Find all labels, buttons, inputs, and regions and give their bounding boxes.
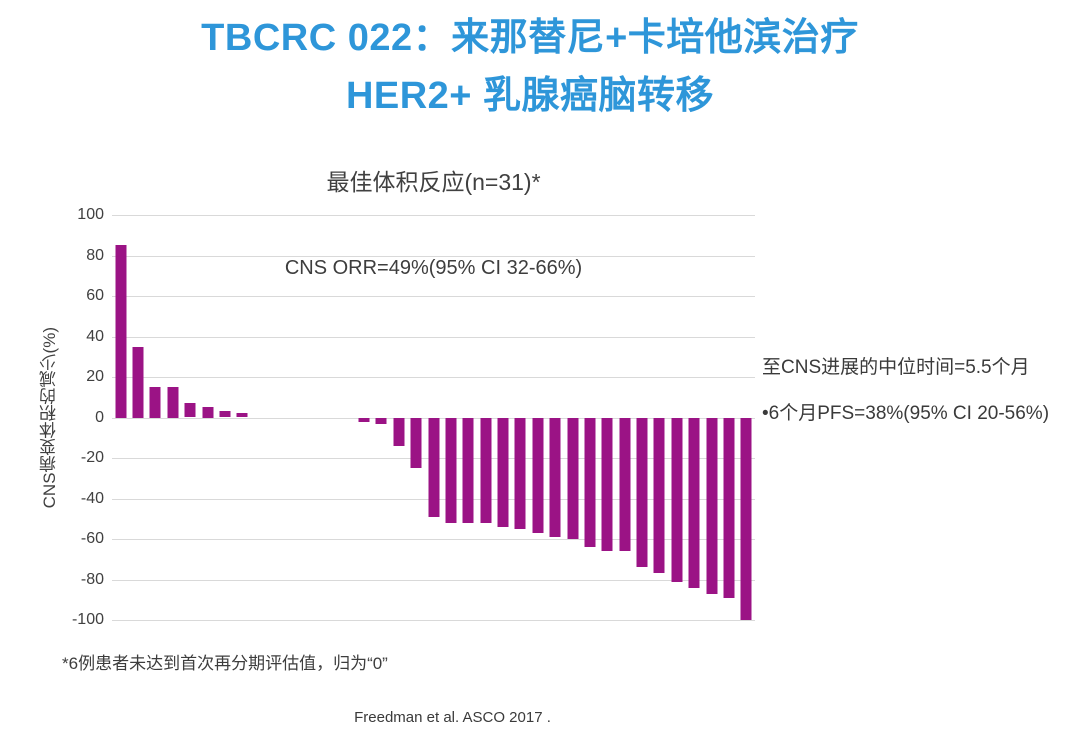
patient-bar [601, 417, 613, 552]
waterfall-plot [112, 215, 755, 621]
patient-bar [567, 417, 579, 539]
gridline [112, 377, 755, 378]
note-6month-pfs: •6个月PFS=38%(95% CI 20-56%) [762, 403, 1050, 424]
citation: Freedman et al. ASCO 2017 . [354, 709, 551, 726]
orr-annotation: CNS ORR=49%(95% CI 32-66%) [284, 257, 583, 279]
y-tick-label: 20 [86, 368, 104, 385]
patient-bar [428, 417, 439, 517]
y-tick-label: 0 [95, 408, 104, 426]
patient-bar [480, 417, 492, 523]
patient-bar [375, 417, 387, 424]
patient-bar [740, 417, 752, 620]
patient-bar [236, 413, 248, 418]
patient-bar [532, 417, 544, 533]
y-tick-label: -100 [71, 611, 104, 628]
patient-bar [202, 407, 214, 418]
patient-bar [636, 417, 648, 568]
side-notes: 至CNS进展的中位时间=5.5个月 •6个月PFS=38%(95% CI 20-… [762, 352, 1074, 425]
patient-bar [115, 245, 127, 418]
patient-bar [184, 403, 196, 418]
note-median-cns-progression: 至CNS进展的中位时间=5.5个月 [762, 357, 1030, 378]
gridline [112, 579, 755, 581]
patient-bar [497, 417, 509, 527]
y-tick-label: -20 [80, 449, 104, 466]
gridline [112, 620, 755, 621]
gridline [112, 296, 755, 297]
page-title: TBCRC 022：来那替尼+卡培他滨治疗 HER2+ 乳腺癌脑转移 [0, 10, 1060, 126]
patient-bar [584, 417, 596, 548]
patient-bar [132, 346, 144, 418]
page-title-line2: HER2+ 乳腺癌脑转移 [345, 74, 715, 117]
patient-bar [688, 417, 700, 588]
gridline [112, 215, 755, 216]
y-tick-label: -40 [80, 489, 104, 507]
patient-bar [653, 417, 665, 574]
patient-bar [462, 417, 474, 523]
patient-bar [549, 417, 561, 537]
patient-bar [723, 417, 735, 598]
y-tick-label: -80 [80, 570, 104, 588]
y-tick-label: 100 [77, 206, 104, 223]
patient-bar [149, 387, 161, 418]
patient-bar [671, 417, 683, 582]
y-tick-label: -60 [80, 530, 104, 547]
patient-bar [514, 417, 526, 529]
y-tick-label: 40 [86, 327, 104, 345]
patient-bar [167, 387, 179, 418]
chart-title: 最佳体积反应(n=31)* [326, 169, 541, 195]
patient-bar [619, 417, 631, 552]
patient-bar [410, 417, 422, 469]
y-tick-label: 80 [86, 246, 104, 264]
patient-bar [706, 417, 718, 594]
patient-bar [393, 417, 405, 446]
y-axis-ticks: 100 80 60 40 20 0 -20 -40 -60 -80 -100 [40, 206, 104, 628]
gridline [112, 255, 755, 257]
footnote: *6例患者未达到首次再分期评估值，归为“0” [62, 654, 388, 673]
gridline [112, 336, 755, 338]
patient-bar [445, 417, 457, 523]
y-tick-label: 60 [86, 287, 104, 304]
gridline [112, 539, 755, 540]
patient-bar [358, 417, 370, 422]
patient-bar [219, 411, 231, 418]
page-title-line1: TBCRC 022：来那替尼+卡培他滨治疗 [201, 17, 859, 59]
